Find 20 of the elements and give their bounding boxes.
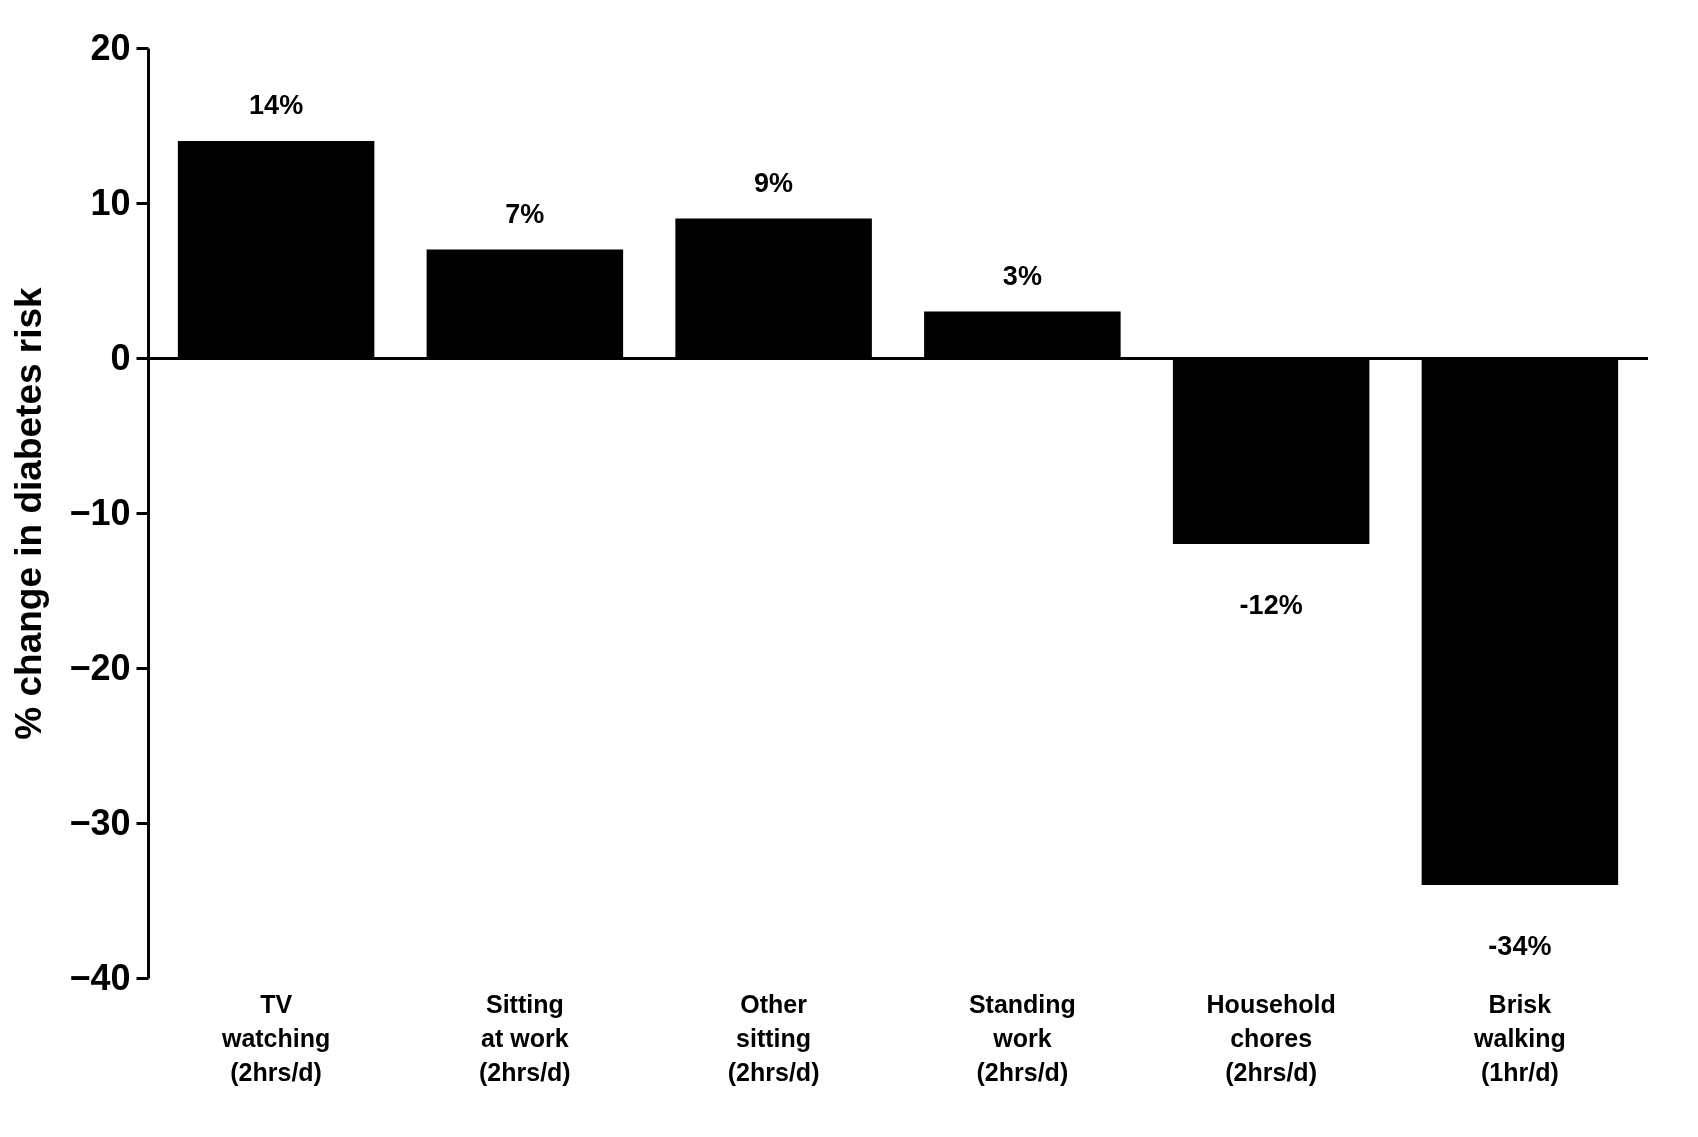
data-label: -34% — [1488, 931, 1552, 961]
data-label: 3% — [1002, 260, 1042, 291]
y-tick-label: 0 — [110, 336, 131, 378]
y-tick-label: −10 — [69, 491, 131, 533]
x-tick-label: Other sitting (2hrs/d) — [727, 989, 820, 1086]
x-tick-label: Standing work (2hrs/d) — [968, 989, 1076, 1086]
data-label: 14% — [249, 90, 304, 120]
x-tick-label: Brisk walking (1hr/d) — [1473, 989, 1566, 1086]
data-label: 7% — [505, 198, 545, 229]
y-tick-label: −40 — [69, 956, 131, 998]
data-label: -12% — [1239, 590, 1303, 620]
x-tick-label: Household chores (2hrs/d) — [1206, 989, 1336, 1086]
x-tick-label: TV watching (2hrs/d) — [220, 989, 331, 1086]
y-tick-label: 10 — [90, 181, 131, 223]
x-tick-label: Sitting at work (2hrs/d) — [479, 989, 571, 1086]
data-label: 9% — [754, 167, 794, 198]
y-tick-label: −30 — [69, 801, 131, 843]
y-axis-title: % change in diabetes risk — [8, 286, 50, 740]
y-tick-label: −20 — [69, 646, 131, 688]
y-tick-label: 20 — [90, 26, 131, 68]
